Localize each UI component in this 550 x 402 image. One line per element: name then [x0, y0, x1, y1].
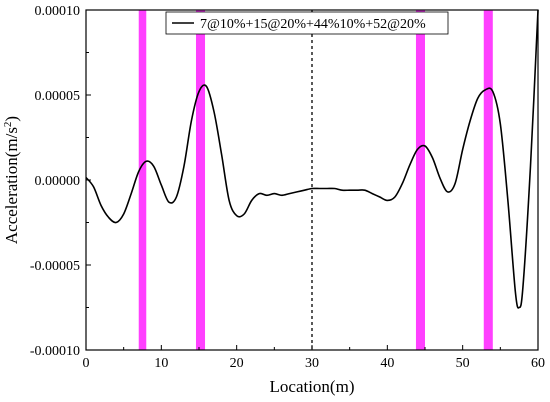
x-tick-label: 0	[83, 356, 90, 371]
legend: 7@10%+15@20%+44%10%+52@20%	[165, 11, 449, 35]
highlight-band-4	[483, 10, 493, 350]
y-axis-ticks: -0.00010 -0.00005 0.00000 0.00005 0.00010	[30, 4, 91, 359]
highlight-band-3	[415, 10, 425, 350]
highlight-band-2	[195, 10, 206, 350]
x-tick-label: 20	[230, 356, 244, 371]
highlight-bands	[138, 10, 493, 350]
series-group	[85, 9, 539, 309]
x-axis-ticks: 0 10 20 30 40 50 60	[83, 345, 545, 371]
y-tick-label: 0.00010	[35, 4, 81, 19]
legend-label: 7@10%+15@20%+44%10%+52@20%	[200, 17, 426, 32]
x-tick-label: 30	[305, 356, 319, 371]
y-tick-label: -0.00005	[30, 259, 80, 274]
x-axis-label: Location(m)	[270, 377, 355, 396]
y-tick-label: -0.00010	[30, 344, 80, 359]
x-tick-label: 40	[380, 356, 394, 371]
x-tick-label: 10	[154, 356, 168, 371]
highlight-band-1	[138, 10, 147, 350]
series-line-1	[85, 9, 539, 309]
legend-box	[165, 11, 449, 35]
y-tick-label: 0.00000	[35, 174, 81, 189]
y-tick-label: 0.00005	[35, 89, 81, 104]
x-tick-label: 50	[456, 356, 470, 371]
y-axis-label: Acceleration(m/s2)	[2, 116, 21, 244]
x-tick-label: 60	[531, 356, 545, 371]
